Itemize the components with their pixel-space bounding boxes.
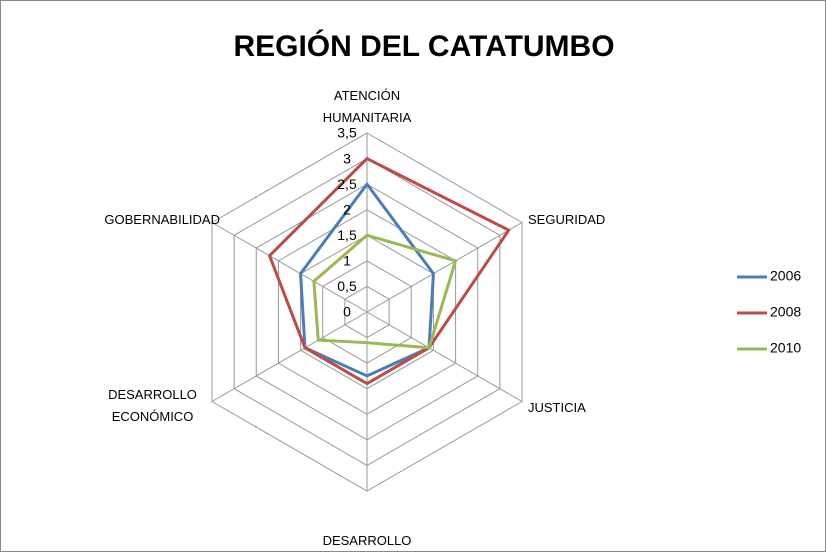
legend-label: 2006	[770, 268, 801, 284]
tick-label: 3	[343, 150, 351, 166]
tick-label: 3,5	[337, 125, 357, 141]
tick-label: 2,5	[337, 176, 357, 192]
legend-label: 2010	[770, 340, 801, 356]
category-label: GOBERNABILIDAD	[104, 212, 220, 227]
tick-label: 2	[343, 201, 351, 217]
category-label: DESARROLLO ECONÓMICO	[108, 387, 197, 424]
category-label: ATENCIÓN HUMANITARIA	[322, 88, 412, 125]
spoke	[366, 222, 523, 313]
series-line	[299, 182, 435, 378]
category-label: SEGURIDAD	[528, 212, 606, 227]
category-label: DESARROLLO SOCIAL	[322, 533, 412, 548]
legend-label: 2008	[770, 304, 801, 320]
series-line	[312, 233, 458, 350]
tick-label: 1	[343, 253, 351, 269]
tick-label: 0,5	[337, 278, 357, 294]
tick-label: 1,5	[337, 227, 357, 243]
spoke	[366, 311, 523, 402]
category-label: JUSTICIA	[528, 400, 586, 415]
series-line	[268, 157, 511, 386]
chart-title: REGIÓN DEL CATATUMBO	[233, 29, 614, 63]
spoke	[211, 311, 368, 402]
tick-label: 0	[343, 304, 351, 320]
spoke	[211, 222, 368, 313]
